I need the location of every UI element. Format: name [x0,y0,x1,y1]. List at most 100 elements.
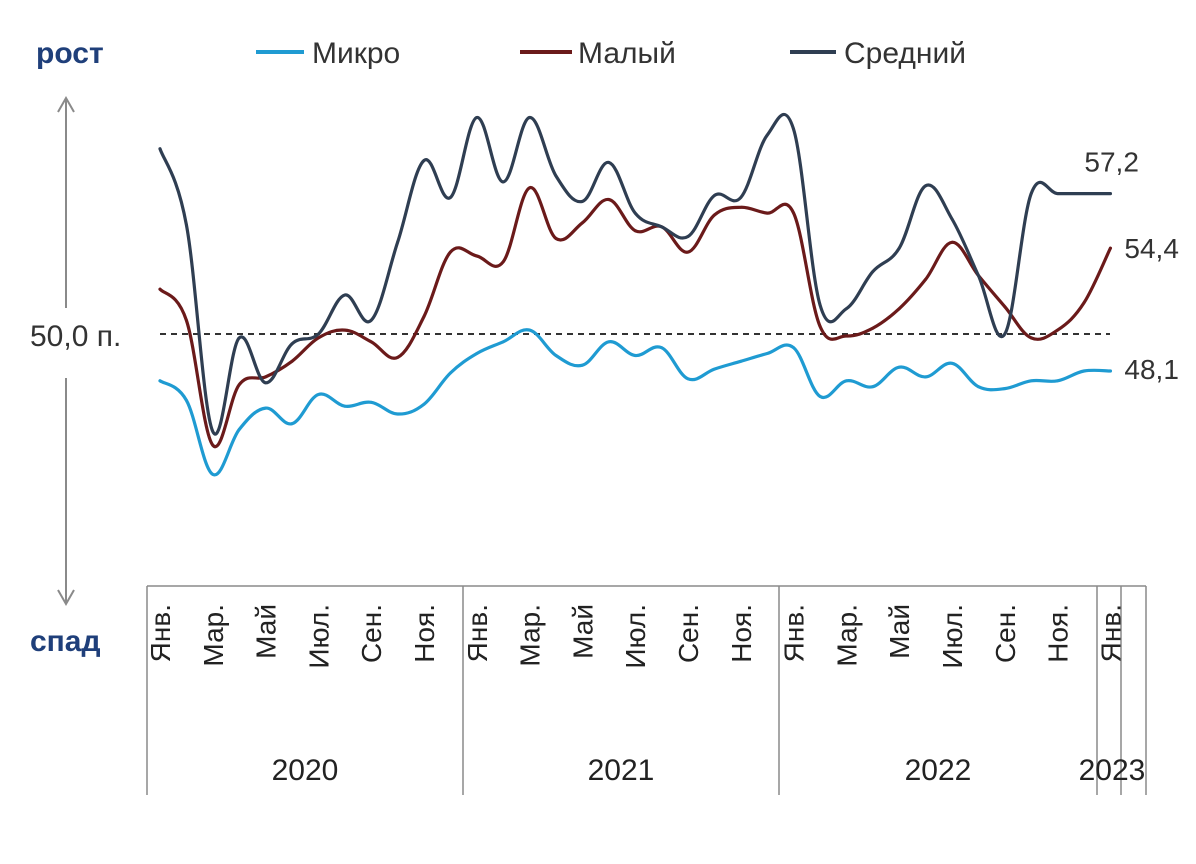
data-point-micro [633,354,637,357]
data-point-medium [185,223,188,227]
data-point-small [369,340,373,344]
end-value-label-small: 54,4 [1124,233,1179,264]
data-point-micro [211,473,215,476]
data-point-small [686,250,690,254]
data-point-micro [660,346,663,350]
data-point-small [1029,336,1033,340]
data-point-micro [449,371,452,375]
series-line-medium [158,112,1112,436]
data-point-medium [977,274,980,277]
data-point-medium [501,180,505,184]
data-point-micro [1029,379,1033,383]
x-tick-label: Май [884,604,915,659]
data-point-micro [317,393,320,396]
data-point-micro [369,400,373,404]
data-point-small [765,211,769,215]
data-point-small [343,328,347,332]
series-points-medium [158,116,1112,433]
growth-label: рост [36,37,104,70]
data-point-small [845,334,848,338]
data-point-micro [158,379,162,383]
legend-label-small: Малый [578,37,676,70]
data-point-micro [792,346,795,350]
data-point-small [871,326,875,330]
x-tick-label: Янв. [779,604,810,662]
data-point-medium [1056,192,1059,196]
series-layer [158,112,1112,477]
data-point-small [501,260,505,264]
end-value-label-medium: 57,2 [1084,147,1139,178]
year-label: 2022 [905,754,972,787]
data-point-small [1056,328,1059,332]
end-value-label-micro: 48,1 [1124,354,1179,385]
data-point-micro [950,361,954,365]
data-point-medium [765,133,769,137]
data-point-medium [686,235,690,238]
x-tick-label: Сен. [673,604,704,663]
data-point-small [607,198,611,201]
data-point-micro [396,412,399,416]
data-point-medium [660,225,663,229]
data-point-small [185,318,188,322]
data-point-medium [422,159,426,162]
data-point-medium [607,161,611,164]
x-tick-label: Янв. [1095,604,1126,662]
data-point-micro [607,340,611,344]
decline-label: спад [30,625,101,658]
data-point-small [158,287,162,291]
legend-label-medium: Средний [844,37,966,70]
x-tick-label: Ноя. [1043,604,1074,663]
data-point-small [1109,246,1112,250]
data-point-medium [924,184,927,188]
year-label: 2020 [272,754,339,787]
series-line-small [158,186,1112,449]
data-point-small [792,211,795,215]
data-point-medium [581,200,584,203]
data-point-small [1003,305,1007,309]
x-tick-label: Июл. [303,604,334,669]
data-point-medium [633,211,637,215]
data-point-micro [528,328,531,332]
data-point-small [290,359,294,363]
data-point-micro [237,428,241,431]
x-tick-label: Янв. [462,604,493,662]
data-point-medium [1003,332,1007,336]
x-tick-label: Ноя. [409,604,440,663]
legend: Микро Малый Средний [256,37,966,70]
x-tick-label: Май [251,604,282,659]
data-point-micro [818,395,822,398]
x-tick-labels: Янв. Мар. Май Июл. Сен. Ноя. Янв. Мар. Май Июл. Се… [145,604,1126,669]
data-point-medium [528,116,531,119]
data-point-micro [897,365,901,369]
x-tick-label: Июл. [937,604,968,669]
data-point-medium [237,336,241,340]
year-label: 2021 [588,754,655,787]
data-point-medium [1109,192,1112,196]
data-point-micro [713,367,716,371]
x-tick-label: Мар. [831,604,862,667]
data-point-micro [1056,379,1059,383]
decline-arrow [57,378,75,607]
data-point-medium [317,332,320,336]
year-labels: 2020 2021 2022 2023 [272,754,1146,787]
data-point-micro [1003,387,1007,390]
data-point-small [897,307,901,311]
growth-arrow [57,95,75,308]
data-point-micro [185,398,188,402]
data-point-small [475,254,479,258]
data-point-medium [739,196,743,199]
x-axis-frame [146,585,1147,795]
data-point-small [581,221,584,225]
data-point-medium [1029,192,1033,196]
data-point-micro [554,354,558,357]
data-point-micro [422,402,426,406]
data-point-medium [554,174,558,178]
year-label: 2023 [1079,754,1146,787]
data-point-small [924,278,927,281]
x-tick-label: Ноя. [726,604,757,663]
data-point-medium [158,147,162,151]
data-point-medium [713,194,716,197]
data-point-medium [264,381,267,385]
data-point-micro [1109,369,1112,373]
